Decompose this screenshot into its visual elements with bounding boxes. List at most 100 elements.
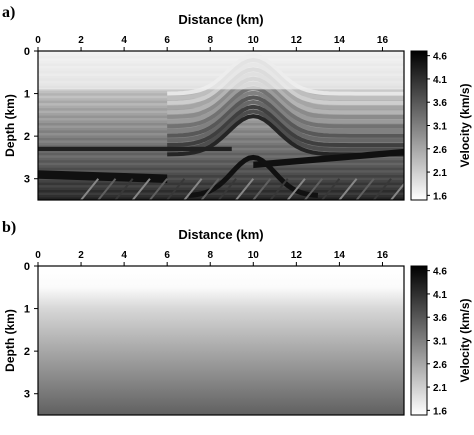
colorbar-tick-label: 1.6: [433, 191, 447, 202]
deep-striation: [373, 178, 392, 200]
anticline-layer: [167, 76, 404, 119]
x-tick-label: 8: [207, 35, 213, 46]
panel-a: a) Distance (km) 0 2 4 6 8 10 12 14 16 Depth (km) 0…: [0, 0, 474, 215]
deep-striation: [269, 178, 289, 200]
layer-band: [38, 175, 404, 179]
x-tick-label: 0: [35, 35, 41, 46]
panel-label: b): [2, 219, 17, 236]
high-velocity-band: [38, 146, 232, 152]
x-tick-label: 0: [35, 250, 41, 261]
y-tick-label: 3: [24, 174, 30, 186]
x-tick-label: 10: [248, 35, 260, 46]
colorbar-tick-label: 4.6: [433, 267, 447, 278]
smooth-velocity-field: [38, 266, 404, 415]
x-tick-label: 14: [334, 35, 346, 46]
layer-band: [38, 160, 404, 164]
deep-striation: [97, 178, 117, 200]
deep-striation: [304, 178, 323, 200]
deep-striation: [131, 178, 151, 200]
colorbar: [410, 50, 428, 201]
y-tick-label: 2: [24, 346, 30, 358]
x-tick-label: 16: [377, 35, 389, 46]
deep-striation: [321, 178, 341, 200]
colorbar-tick-label: 2.6: [433, 360, 447, 371]
x-tick-label: 10: [248, 250, 260, 261]
x-tick-label: 6: [164, 35, 170, 46]
deep-striation: [166, 178, 186, 200]
layer-band: [38, 157, 404, 161]
surface-layer: [38, 51, 404, 90]
x-tick-label: 4: [121, 35, 127, 46]
colorbar-label: Velocity (km/s): [458, 83, 472, 167]
layer-band: [38, 152, 404, 156]
velocity-field: [38, 51, 404, 200]
y-axis-label: Depth (km): [3, 309, 17, 372]
layer-band: [38, 167, 404, 171]
y-tick-label: 3: [24, 389, 30, 401]
x-tick-label: 12: [291, 250, 303, 261]
layer-band: [38, 140, 404, 144]
colorbar-tick-label: 3.6: [433, 313, 447, 324]
anticline-layer: [167, 90, 404, 134]
anticline-layer: [167, 109, 404, 152]
deep-high-velocity: [38, 170, 168, 183]
colorbar-tick-label: 3.1: [433, 122, 447, 133]
x-tick-label: 2: [78, 35, 84, 46]
colorbar-tick-label: 2.6: [433, 145, 447, 156]
deep-striation: [183, 178, 203, 200]
layer-band: [38, 177, 404, 181]
colorbar-tick-label: 4.1: [433, 290, 447, 301]
layer-band: [38, 170, 404, 174]
x-tick-label: 6: [164, 250, 170, 261]
anticline-layer: [167, 100, 404, 143]
y-axis-label: Depth (km): [3, 94, 17, 157]
x-tick-label: 12: [291, 35, 303, 46]
colorbar-tick-label: 3.1: [433, 337, 447, 348]
x-tick-label: 2: [78, 250, 84, 261]
y-tick-label: 1: [24, 304, 30, 316]
layer-band: [38, 165, 404, 169]
anticline-layer: [167, 71, 404, 115]
colorbar-tick-label: 2.1: [433, 168, 447, 179]
layer-band: [38, 190, 404, 194]
colorbar-tick-label: 4.1: [433, 75, 447, 86]
deep-striation: [390, 182, 404, 200]
anticline-layer: [167, 86, 404, 129]
layer-band: [38, 142, 404, 146]
x-tick-label: 14: [334, 250, 346, 261]
deep-striation: [338, 178, 358, 200]
colorbar-tick-label: 3.6: [433, 98, 447, 109]
colorbar-tick-label: 2.1: [433, 383, 447, 394]
colorbar-label: Velocity (km/s): [458, 298, 472, 382]
panel-label: a): [2, 4, 16, 21]
deep-striation: [252, 178, 272, 200]
dipping-band: [253, 148, 404, 169]
deep-striation: [149, 178, 168, 200]
x-tick-label: 8: [207, 250, 213, 261]
deep-striation: [355, 178, 375, 200]
x-tick-label: 4: [121, 250, 127, 261]
colorbar-tick-label: 1.6: [433, 406, 447, 417]
layer-band: [38, 162, 404, 166]
anticline-layer: [167, 95, 404, 138]
plot-frame: [37, 50, 405, 201]
y-tick-label: 1: [24, 89, 30, 101]
anticline-layer: [167, 81, 404, 124]
y-tick-label: 0: [24, 261, 30, 273]
x-tick-label: 16: [377, 250, 389, 261]
plot-frame: [37, 265, 405, 416]
layer-band: [38, 187, 404, 191]
colorbar: [410, 265, 428, 416]
y-tick-label: 2: [24, 131, 30, 143]
layer-band: [38, 192, 404, 196]
deep-striation: [235, 178, 255, 200]
anticline-layer: [167, 104, 404, 148]
deep-striation: [80, 178, 100, 200]
anticline-layer: [167, 67, 404, 110]
layer-band: [38, 172, 404, 176]
y-tick-label: 0: [24, 46, 30, 58]
deep-striation: [218, 178, 237, 200]
deep-striation: [286, 178, 306, 200]
